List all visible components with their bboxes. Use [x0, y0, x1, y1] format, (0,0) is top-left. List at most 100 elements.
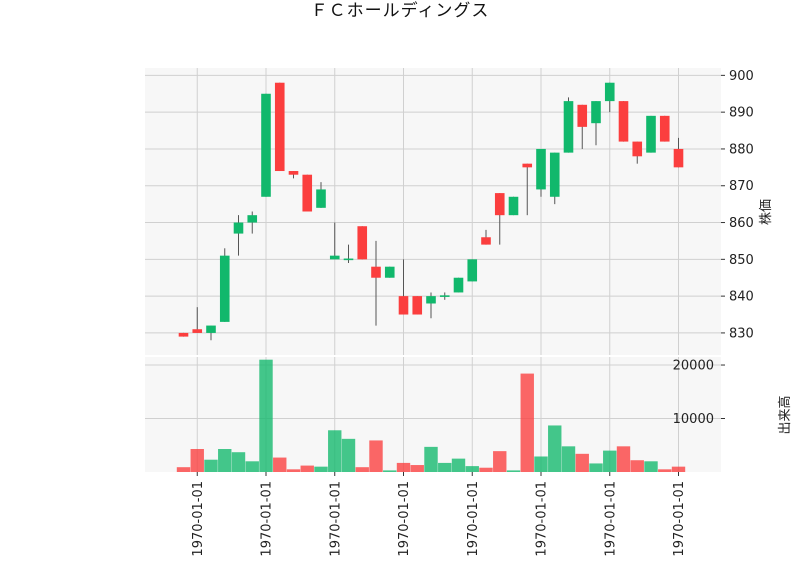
- candles: [178, 82, 684, 341]
- volume-tick-label: 20000: [673, 359, 714, 374]
- volume-bar: [589, 463, 603, 472]
- volume-bars: [176, 359, 686, 472]
- candle-body: [343, 258, 354, 261]
- volume-bar: [424, 446, 438, 472]
- price-panel-background: [145, 68, 721, 355]
- x-tick-label: 1970-01-01: [535, 481, 550, 557]
- price-tick-label: 900: [729, 69, 754, 84]
- price-axis-label: 株価: [759, 199, 774, 225]
- candle-body: [206, 325, 216, 333]
- volume-bar: [369, 440, 383, 472]
- candle-body: [646, 115, 656, 153]
- candle-body: [604, 82, 615, 102]
- volume-bar: [451, 458, 466, 472]
- candle-body: [508, 196, 519, 216]
- candle-body: [247, 215, 258, 223]
- volume-bar: [328, 430, 342, 472]
- volume-bar: [231, 452, 246, 472]
- x-tick-label: 1970-01-01: [466, 481, 481, 557]
- candle-body: [288, 171, 299, 175]
- candle-body: [329, 255, 340, 260]
- x-tick-label: 1970-01-01: [260, 481, 275, 557]
- x-tick-label: 1970-01-01: [191, 481, 206, 557]
- price-tick-label: 870: [729, 179, 754, 194]
- volume-bar: [506, 470, 521, 472]
- candle-body: [357, 226, 368, 260]
- x-tick-label: 1970-01-01: [603, 481, 618, 557]
- candle-body: [384, 266, 395, 278]
- x-tick-label: 1970-01-01: [672, 481, 687, 557]
- candle-body: [178, 332, 189, 337]
- volume-bar: [218, 449, 232, 472]
- volume-bar: [355, 467, 369, 472]
- price-tick-label: 840: [729, 290, 754, 305]
- volume-bar: [245, 461, 259, 472]
- volume-bar: [410, 465, 424, 472]
- volume-bar: [204, 459, 218, 472]
- volume-bar: [575, 453, 589, 472]
- volume-tick-label: 10000: [673, 412, 714, 427]
- volume-bar: [630, 460, 644, 472]
- price-tick-label: 880: [729, 142, 754, 157]
- candle-body: [302, 174, 313, 212]
- volume-bar: [520, 373, 534, 472]
- candle-body: [673, 148, 684, 168]
- volume-bar: [190, 449, 204, 472]
- x-axis: 1970-01-01 1970-01-01 1970-01-01 1970-01-01…: [191, 472, 687, 557]
- x-tick-label: 1970-01-01: [397, 481, 412, 557]
- candle-body: [261, 93, 271, 197]
- volume-bar: [438, 462, 452, 472]
- candle-body: [536, 148, 546, 190]
- volume-bar: [493, 451, 507, 472]
- volume-bar: [383, 470, 397, 472]
- candle-body: [316, 189, 326, 208]
- candle-body: [494, 193, 505, 216]
- candle-body: [632, 141, 643, 157]
- candle-body: [412, 296, 423, 315]
- volume-bar: [644, 461, 658, 472]
- candle-body: [453, 277, 464, 293]
- price-tick-label: 850: [729, 253, 754, 268]
- volume-bar: [300, 465, 314, 472]
- chart-title: ＦＣホールディングス: [311, 0, 490, 21]
- price-tick-label: 860: [729, 216, 754, 231]
- volume-bar: [396, 462, 411, 472]
- candle-body: [467, 259, 478, 282]
- volume-bar: [465, 466, 479, 472]
- volume-bar: [534, 456, 548, 472]
- candle-body: [591, 101, 601, 124]
- volume-bar: [176, 467, 191, 472]
- price-tick-label: 830: [729, 326, 754, 341]
- volume-bar: [259, 359, 273, 472]
- candle-body: [439, 295, 450, 297]
- candle-body: [274, 82, 285, 172]
- volume-bar: [561, 446, 576, 472]
- candle-body: [618, 101, 629, 142]
- volume-axis: 10000 20000: [673, 359, 725, 427]
- candle-body: [398, 296, 409, 315]
- candle-body: [577, 104, 588, 127]
- volume-bar: [341, 438, 356, 472]
- price-tick-label: 890: [729, 106, 754, 121]
- candle-body: [563, 101, 574, 153]
- volume-bar: [286, 469, 301, 472]
- volume-bar: [658, 469, 672, 472]
- candle-body: [219, 255, 230, 322]
- candle-body: [233, 222, 244, 234]
- volume-axis-label: 出来高: [777, 395, 793, 434]
- candle-body: [192, 329, 203, 333]
- candle-body: [481, 237, 491, 245]
- price-axis: 830 840 850 860 870 880 890 900: [721, 69, 754, 341]
- candle-body: [426, 296, 436, 304]
- volume-bar: [548, 425, 562, 472]
- candle-body: [549, 152, 560, 197]
- volume-bar: [314, 466, 328, 472]
- volume-bar: [479, 467, 493, 472]
- candle-body: [659, 115, 670, 142]
- volume-bar: [671, 466, 686, 472]
- volume-bar: [273, 457, 287, 472]
- volume-bar: [603, 450, 617, 472]
- candle-body: [371, 266, 381, 278]
- x-tick-label: 1970-01-01: [328, 481, 343, 557]
